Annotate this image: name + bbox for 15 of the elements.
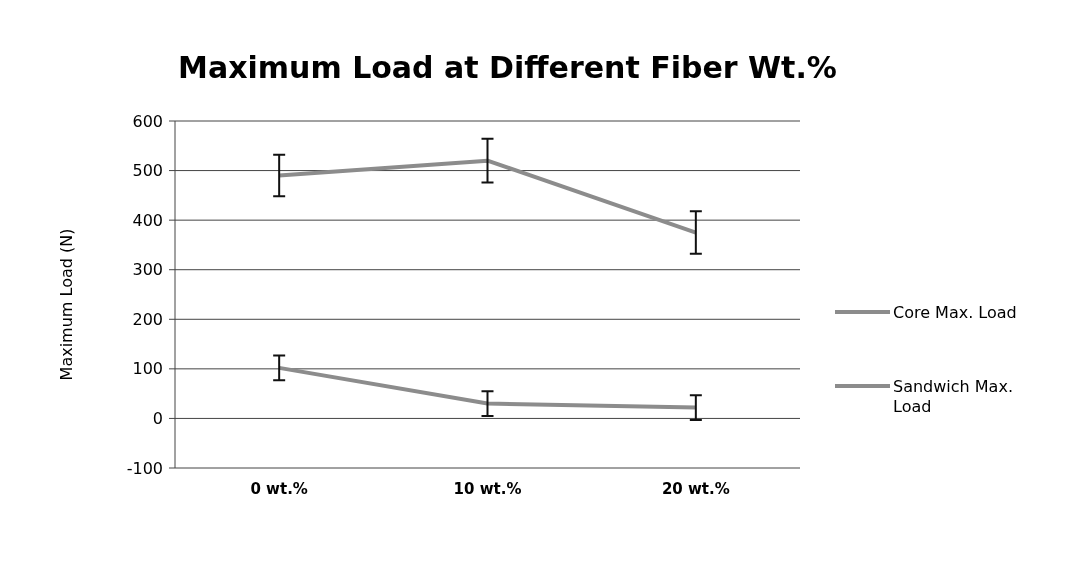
y-tick-label: 300 [132, 260, 163, 280]
y-axis-title: Maximum Load (N) [57, 228, 76, 381]
y-tick-label: 100 [132, 359, 163, 379]
y-tick-label: 400 [132, 210, 163, 230]
y-tick-label: 200 [132, 309, 163, 329]
legend-label: Sandwich Max. Load [893, 376, 1013, 417]
x-tick-label: 20 wt.% [661, 480, 730, 498]
legend-label: Core Max. Load [893, 302, 1017, 322]
x-tick-label: 10 wt.% [453, 480, 522, 498]
y-tick-label: 0 [152, 409, 163, 429]
y-tick-label: 500 [132, 161, 163, 181]
y-tick-label: 600 [132, 111, 163, 131]
chart-title: Maximum Load at Different Fiber Wt.% [178, 50, 837, 85]
x-tick-label: 0 wt.% [250, 480, 308, 498]
y-tick-label: -100 [126, 458, 163, 478]
